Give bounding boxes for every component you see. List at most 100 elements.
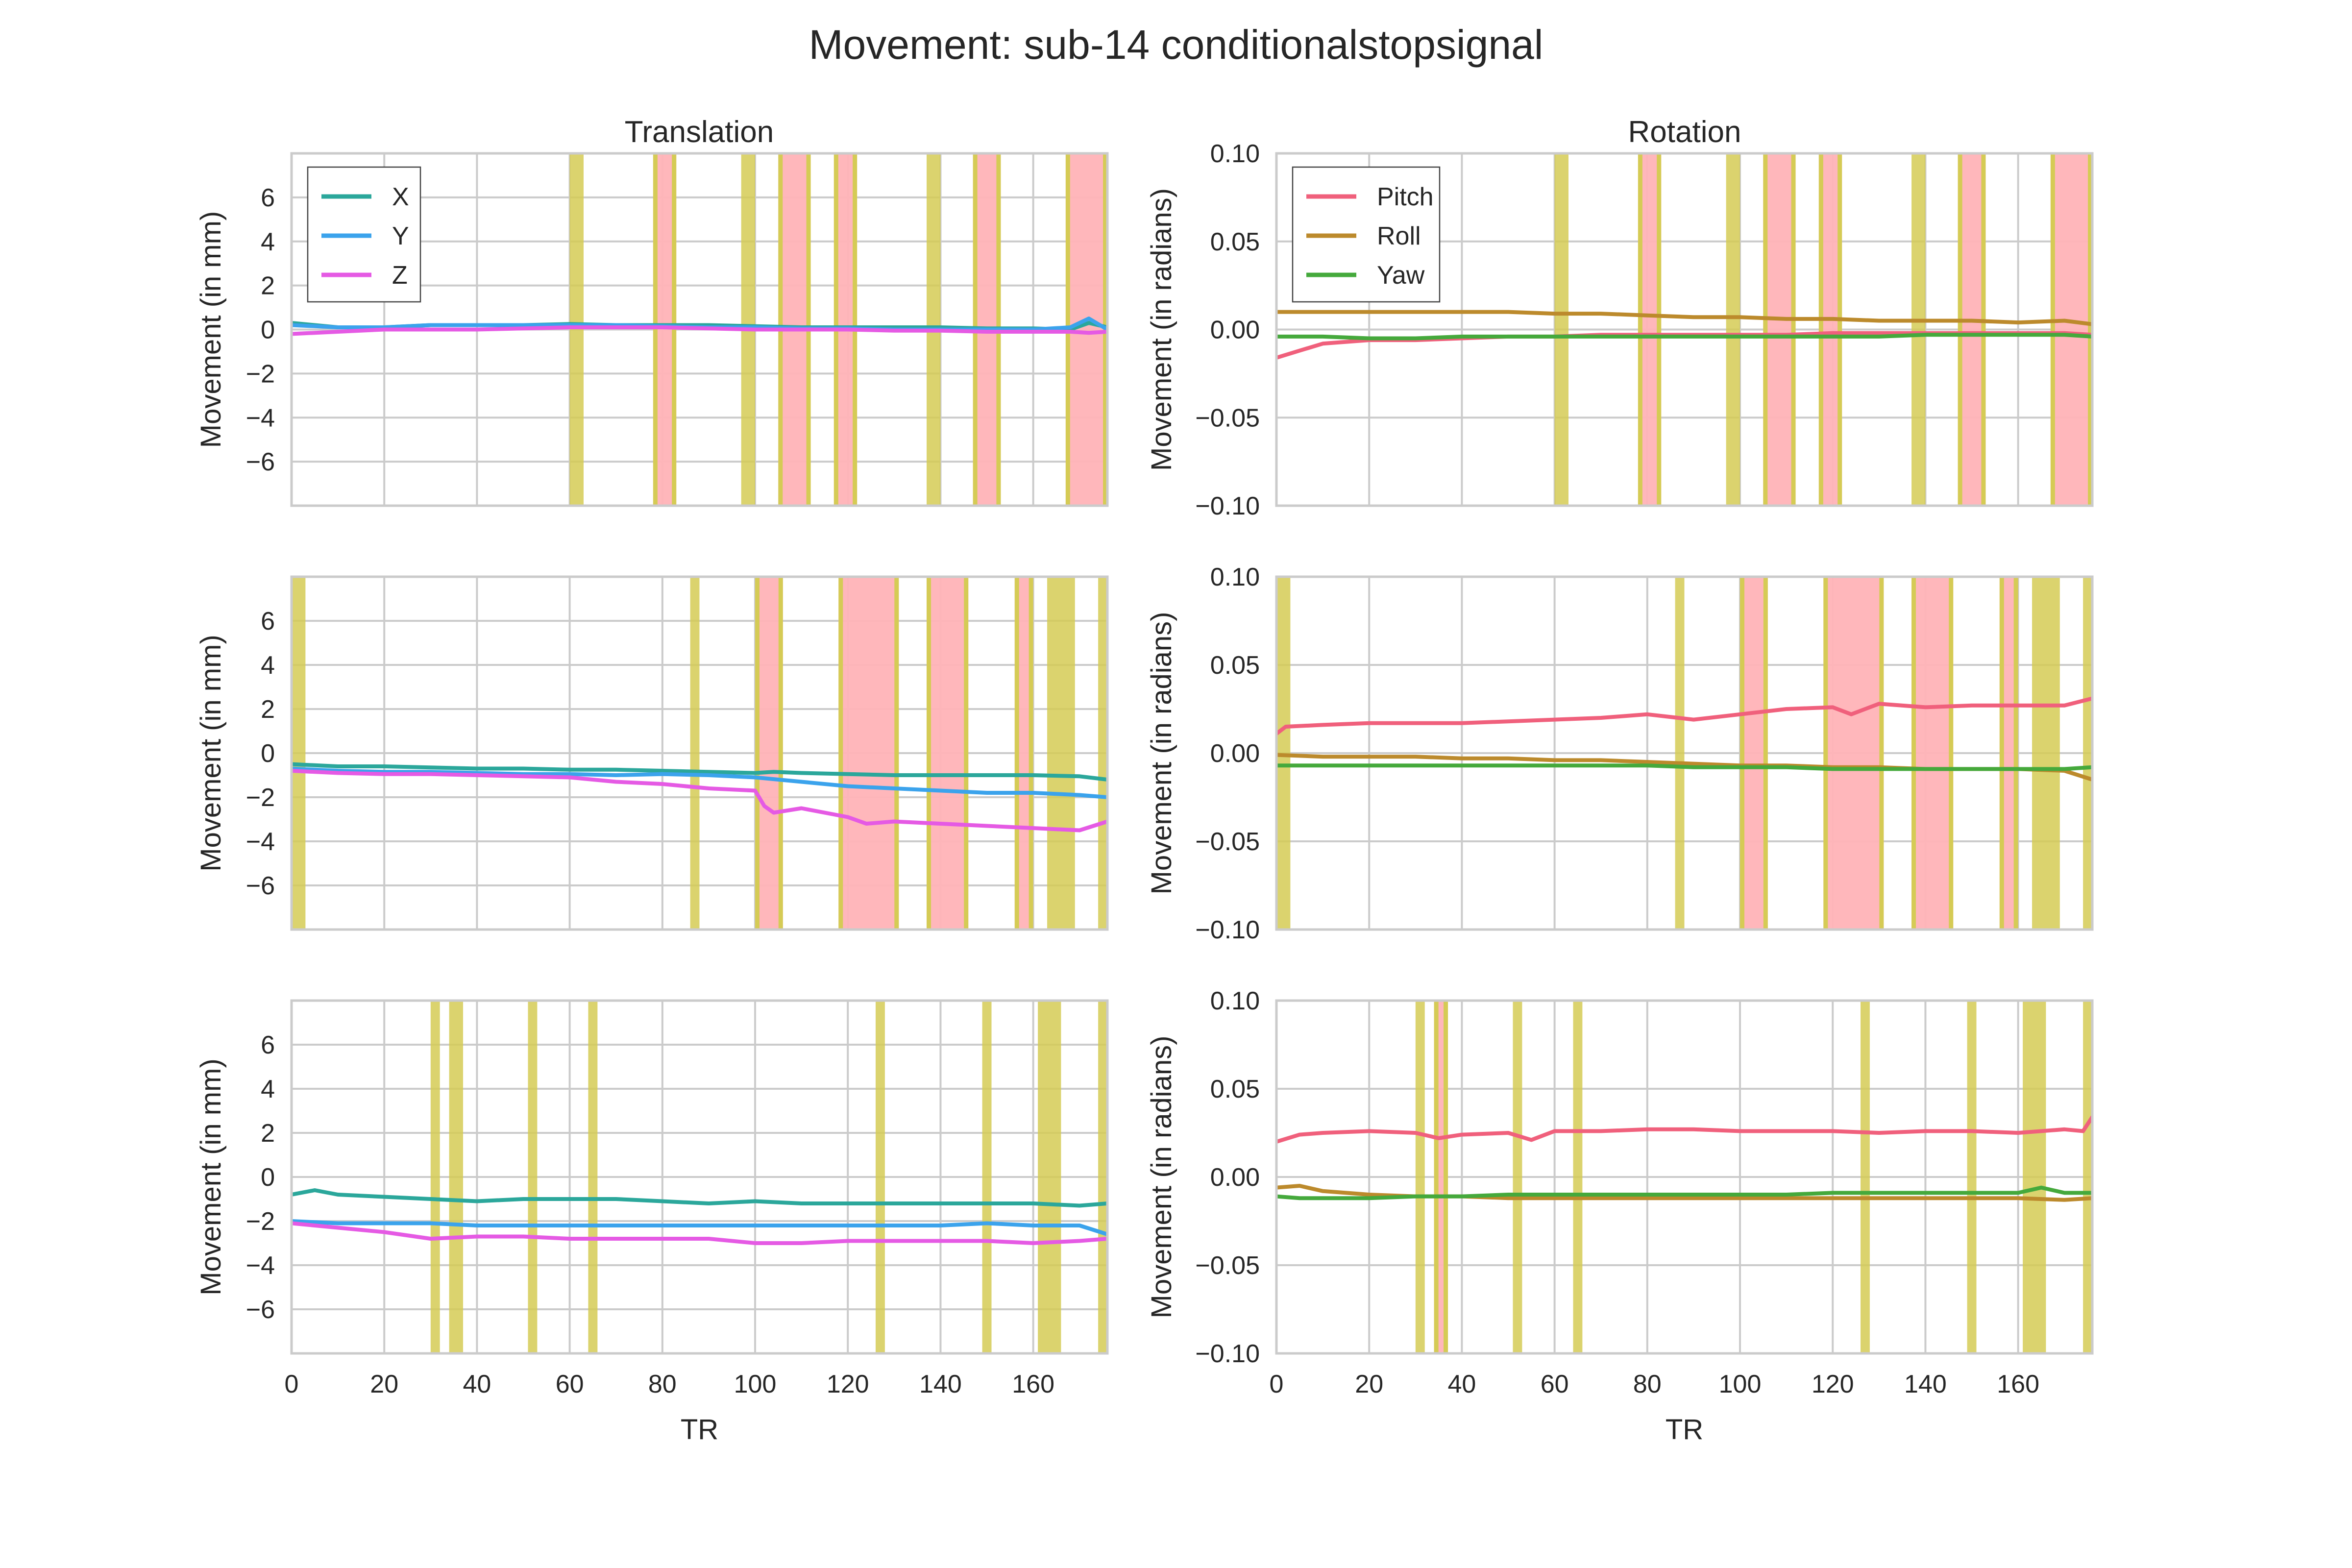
panel-r2c2-ylabel: Movement (in radians): [1146, 612, 1177, 895]
y-tick-label: 4: [261, 651, 275, 680]
panel-r3c1-frame: [290, 999, 1109, 1355]
panel-r1c2-ylabel: Movement (in radians): [1146, 188, 1177, 471]
event-band: [755, 577, 783, 930]
panel-r2c1: −6 −4 −2 0 2 4 6 Movement (in mm): [195, 575, 1109, 931]
y-tick-label: 2: [261, 1119, 275, 1148]
event-band-edge: [1434, 1001, 1439, 1353]
x-tick-label: 120: [827, 1370, 869, 1398]
event-band-edge: [1949, 577, 1954, 930]
panel-r1c1-series: [292, 317, 1107, 336]
y-tick-label: 4: [261, 228, 275, 256]
y-tick-label: 0: [261, 1163, 275, 1192]
event-band-edge: [1763, 577, 1768, 930]
y-tick-label: 6: [261, 607, 275, 636]
y-tick-label: −0.10: [1195, 916, 1260, 944]
series-line-z: [292, 325, 1107, 336]
event-band: [1573, 1001, 1583, 1353]
series-line-yaw: [1276, 333, 2092, 341]
panel-r2c1-event-bands: [292, 577, 1107, 930]
series-line-y: [292, 766, 1107, 799]
series-line-yaw: [1276, 1185, 2092, 1200]
y-tick-label: −0.05: [1195, 404, 1260, 432]
event-band: [982, 1001, 992, 1353]
y-tick-label: −6: [246, 1296, 275, 1324]
figure-title: Movement: sub-14 conditionalstopsignal: [809, 22, 1544, 68]
x-tick-label: 140: [1904, 1370, 1947, 1398]
y-tick-label: 0.05: [1210, 228, 1260, 256]
event-band-edge: [1838, 153, 1842, 506]
series-line-y: [292, 1219, 1107, 1236]
legend-label-pitch: Pitch: [1377, 183, 1434, 211]
y-tick-label: 0: [261, 316, 275, 344]
panels-grid: −6 −4 −2 0 2 4 6 Movement (in mm) XYZ −0.10 −0.05 0…: [195, 140, 2094, 1446]
y-tick-label: 2: [261, 272, 275, 300]
panel-r1c1: −6 −4 −2 0 2 4 6 Movement (in mm) XYZ: [195, 152, 1109, 507]
y-tick-label: 6: [261, 184, 275, 212]
panel-r1c2-series: [1276, 310, 2092, 360]
event-band-edge: [778, 577, 783, 930]
legend-label-y: Y: [392, 222, 409, 250]
panel-r3c1-event-bands: [430, 1001, 1107, 1353]
event-band-edge: [838, 577, 843, 930]
event-band-edge: [1444, 1001, 1448, 1353]
panel-r3c2-frame: [1275, 999, 2094, 1355]
x-tick-label: 20: [370, 1370, 398, 1398]
x-tick-label: 140: [919, 1370, 962, 1398]
event-band-edge: [1823, 577, 1828, 930]
column-title-translation: Translation: [625, 115, 774, 149]
event-band-edge: [2050, 153, 2055, 506]
y-tick-label: 0.10: [1210, 563, 1260, 591]
event-band-edge: [755, 577, 760, 930]
event-band-edge: [1657, 153, 1662, 506]
y-tick-label: −0.10: [1195, 492, 1260, 520]
event-band: [927, 577, 969, 930]
y-tick-label: −6: [246, 448, 275, 476]
event-band: [1047, 577, 1075, 930]
legend-label-x: X: [392, 183, 409, 211]
event-band: [690, 577, 700, 930]
y-tick-label: −6: [246, 872, 275, 900]
event-band-edge: [1638, 153, 1642, 506]
series-line-pitch: [1276, 1115, 2092, 1144]
panel-r2c2-frame: [1275, 575, 2094, 931]
panel-r3c2-series: [1276, 1115, 2092, 1202]
event-band: [569, 153, 584, 506]
event-band: [2050, 153, 2092, 506]
event-band-edge: [1791, 153, 1796, 506]
event-band: [1911, 577, 1954, 930]
event-band-edge: [964, 577, 969, 930]
event-band: [430, 1001, 440, 1353]
event-band: [528, 1001, 538, 1353]
y-tick-label: −0.10: [1195, 1340, 1260, 1368]
event-band: [1823, 577, 1884, 930]
event-band: [1415, 1001, 1425, 1353]
y-tick-label: −2: [246, 1207, 275, 1236]
x-tick-label: 40: [1447, 1370, 1476, 1398]
event-band: [2083, 577, 2092, 930]
event-band: [1967, 1001, 1977, 1353]
event-band-edge: [1879, 577, 1884, 930]
series-line-x: [292, 1188, 1107, 1208]
x-tick-label: 20: [1355, 1370, 1383, 1398]
series-line-z: [292, 1221, 1107, 1245]
event-band: [1675, 577, 1685, 930]
series-line-z: [292, 769, 1107, 833]
y-tick-label: 0.05: [1210, 1075, 1260, 1103]
x-tick-label: 120: [1812, 1370, 1854, 1398]
panel-r3c1-xlabel: TR: [681, 1414, 718, 1446]
y-tick-label: 0.00: [1210, 316, 1260, 344]
y-tick-label: 6: [261, 1031, 275, 1059]
panel-r1c2-legend: Pitch Roll Yaw: [1292, 166, 1441, 303]
event-band: [1513, 1001, 1522, 1353]
event-band: [1038, 1001, 1061, 1353]
panel-r2c1-series: [292, 762, 1107, 833]
event-band: [2083, 1001, 2092, 1353]
x-tick-label: 60: [556, 1370, 584, 1398]
column-title-rotation: Rotation: [1628, 115, 1741, 149]
event-band-edge: [653, 153, 658, 506]
y-tick-label: −2: [246, 784, 275, 812]
series-line-x: [292, 762, 1107, 782]
event-band-edge: [2088, 153, 2092, 506]
